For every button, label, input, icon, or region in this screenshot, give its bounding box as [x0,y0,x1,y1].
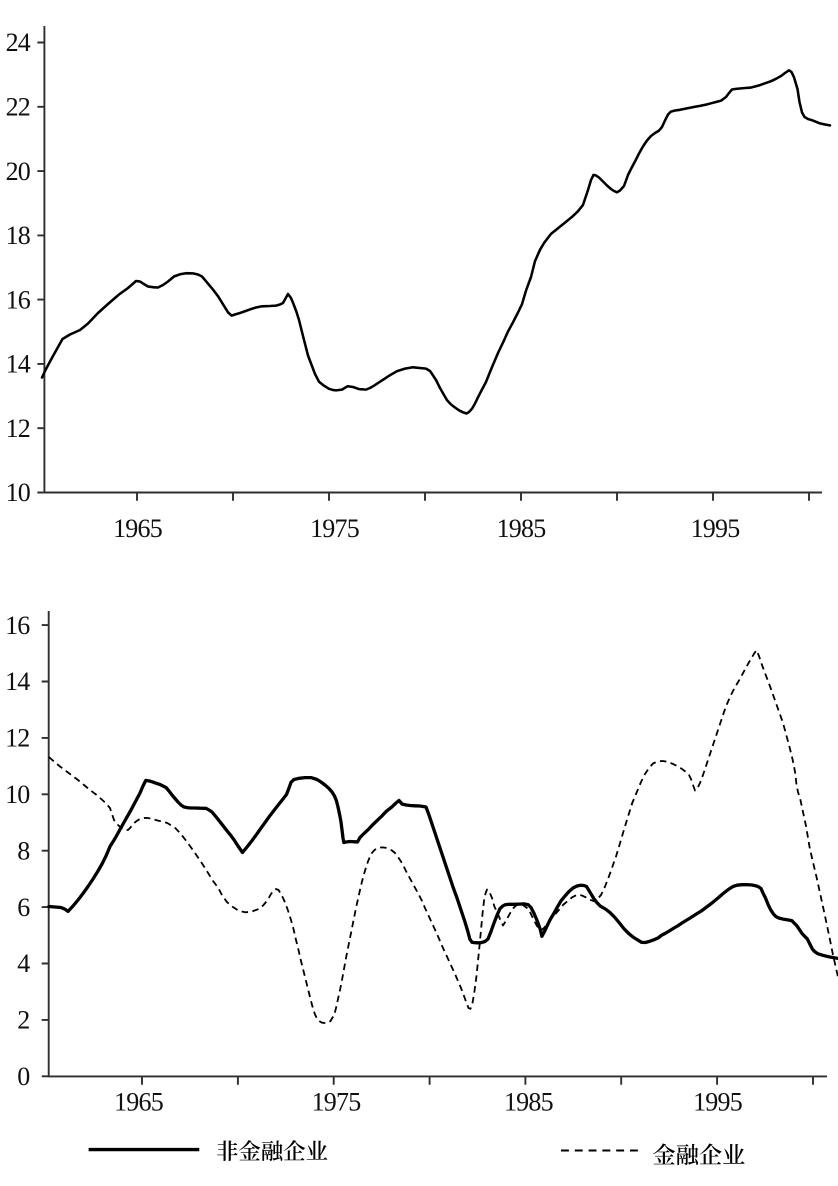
svg-text:14: 14 [6,350,31,379]
svg-text:12: 12 [6,414,30,443]
svg-text:8: 8 [17,836,30,865]
svg-text:10: 10 [5,780,30,809]
svg-text:1985: 1985 [497,514,546,543]
svg-text:1975: 1975 [312,1088,361,1117]
svg-text:6: 6 [17,893,30,922]
svg-text:18: 18 [6,221,31,250]
svg-text:14: 14 [5,667,30,696]
svg-text:24: 24 [6,28,31,57]
svg-text:1985: 1985 [504,1088,553,1117]
svg-text:4: 4 [17,949,30,978]
svg-text:1965: 1965 [113,514,162,543]
svg-text:10: 10 [6,478,31,507]
svg-text:1995: 1995 [693,1088,742,1117]
svg-text:16: 16 [6,285,31,314]
svg-text:16: 16 [5,611,30,640]
svg-text:2: 2 [17,1006,29,1035]
svg-text:0: 0 [17,1062,30,1091]
svg-text:1995: 1995 [691,514,740,543]
svg-text:22: 22 [6,93,30,122]
svg-text:20: 20 [6,157,31,186]
svg-text:1965: 1965 [114,1088,163,1117]
svg-text:1975: 1975 [310,514,359,543]
svg-text:12: 12 [5,724,29,753]
